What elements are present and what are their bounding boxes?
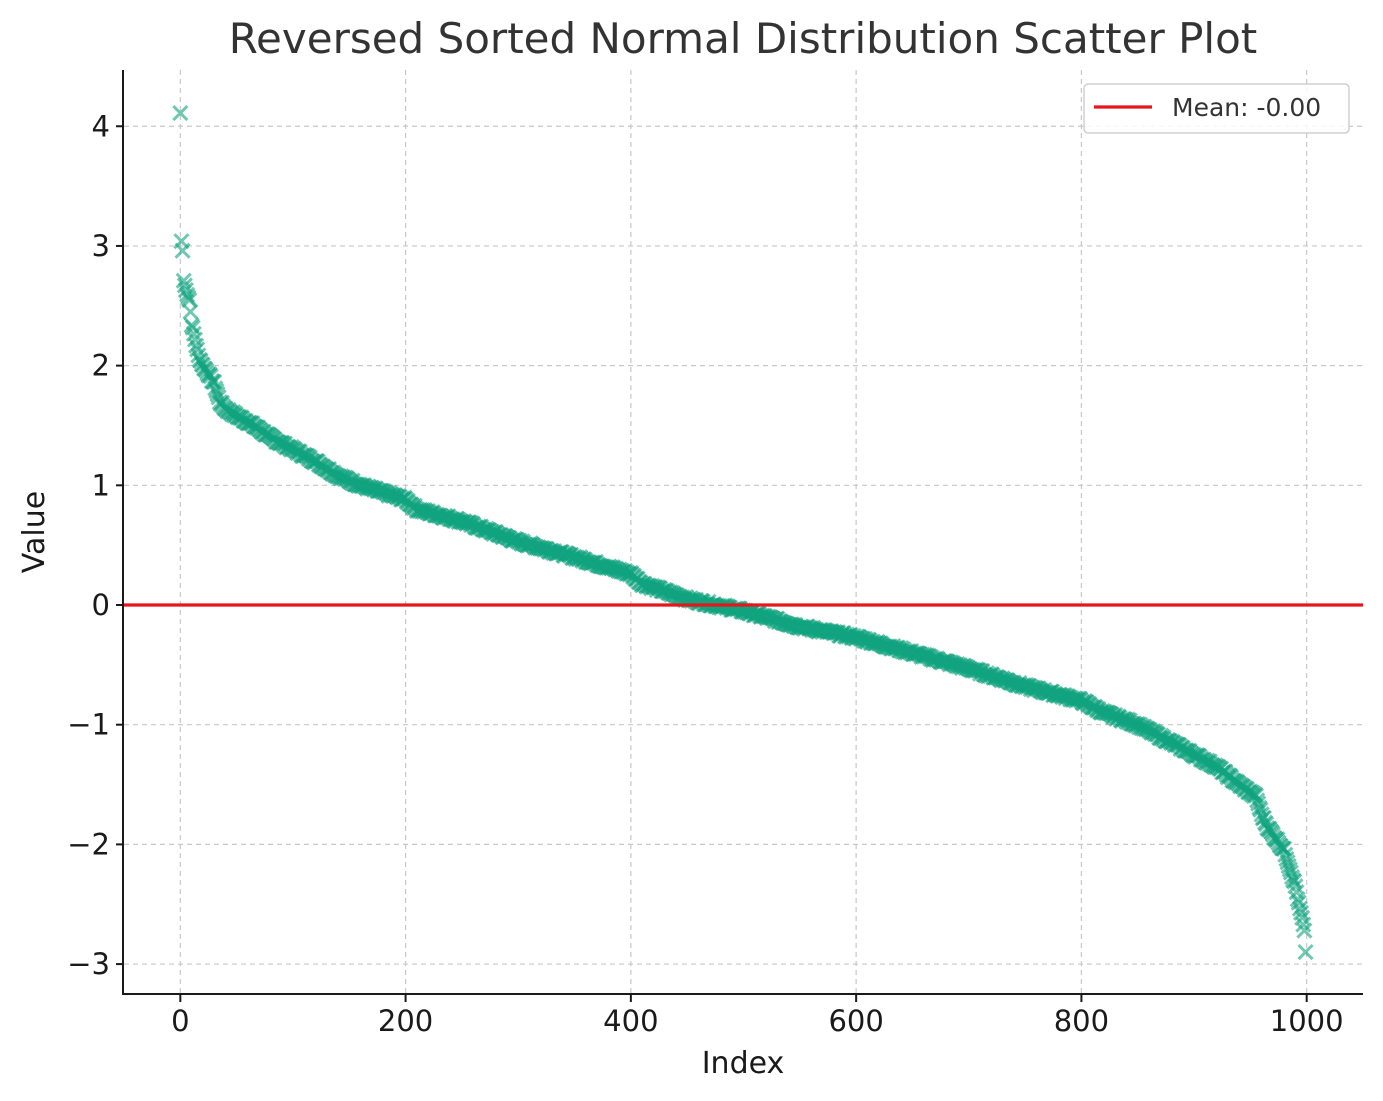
- y-tick-label: 2: [92, 349, 110, 383]
- y-tick-label: 4: [92, 109, 110, 143]
- y-ticks: −3 −2 −1 0 1 2 3 4: [67, 109, 124, 981]
- scatter-points: [172, 105, 1314, 961]
- x-tick-label: 0: [171, 1004, 189, 1038]
- x-tick-label: 800: [1054, 1004, 1109, 1038]
- x-tick-label: 200: [378, 1004, 433, 1038]
- scatter-point: [176, 277, 193, 294]
- x-tick-label: 400: [603, 1004, 658, 1038]
- legend: Mean: -0.00: [1083, 83, 1350, 134]
- y-tick-label: 1: [92, 468, 110, 502]
- scatter-point: [1297, 944, 1314, 961]
- scatter-point: [175, 272, 192, 289]
- scatter-point: [1295, 916, 1312, 933]
- y-tick-label: −3: [67, 947, 110, 981]
- chart-title: Reversed Sorted Normal Distribution Scat…: [229, 14, 1258, 63]
- x-tick-label: 1000: [1270, 1004, 1344, 1038]
- y-tick-label: −2: [67, 827, 110, 861]
- scatter-point: [174, 242, 191, 259]
- scatter-point: [185, 325, 202, 342]
- grid-lines: [124, 70, 1363, 994]
- legend-box: [1083, 83, 1350, 134]
- x-tick-label: 600: [828, 1004, 883, 1038]
- y-tick-label: 3: [92, 229, 110, 263]
- y-axis-label: Value: [17, 491, 52, 573]
- y-tick-label: 0: [92, 588, 110, 622]
- scatter-point: [1296, 922, 1313, 939]
- scatter-point: [1289, 891, 1306, 908]
- x-ticks: 0 200 400 600 800 1000: [171, 994, 1344, 1038]
- y-tick-label: −1: [67, 708, 110, 742]
- x-axis-label: Index: [702, 1046, 785, 1081]
- scatter-point: [182, 303, 199, 320]
- legend-mean-label: Mean: -0.00: [1172, 93, 1321, 122]
- scatter-point: [1287, 878, 1304, 895]
- scatter-point: [172, 105, 189, 122]
